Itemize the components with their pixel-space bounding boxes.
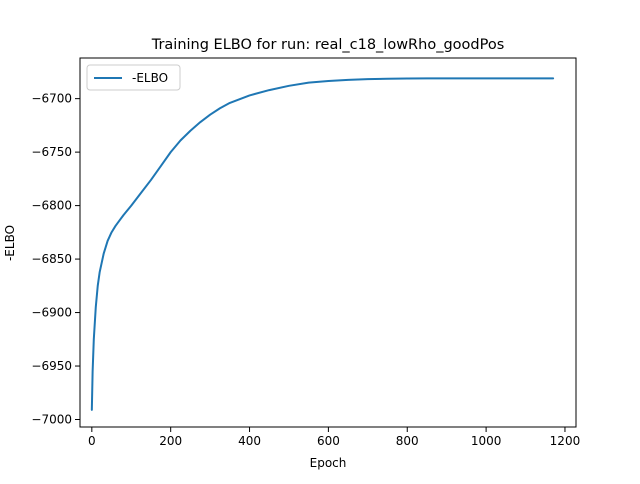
x-tick-label: 600 — [317, 434, 340, 448]
x-tick-label: 1200 — [550, 434, 581, 448]
plot-frame — [79, 57, 577, 428]
y-tick-label: −6850 — [31, 252, 72, 266]
series-line-0 — [90, 77, 555, 411]
y-tick-label: −6700 — [31, 92, 72, 106]
y-tick-label: −6750 — [31, 145, 72, 159]
x-tick-label: 800 — [396, 434, 419, 448]
y-tick-label: −6800 — [31, 199, 72, 213]
legend-label: -ELBO — [132, 71, 168, 85]
x-tick-label: 0 — [88, 434, 96, 448]
legend-box — [86, 64, 181, 91]
x-tick-label: 1000 — [471, 434, 502, 448]
plot-layer: 0 200 400 600 800 1000 1200 −7000 −6950 −6900 −685… — [31, 57, 581, 448]
y-tick-label: −7000 — [31, 413, 72, 427]
y-tick-label: −6950 — [31, 359, 72, 373]
x-axis-title: Epoch — [310, 456, 347, 470]
y-axis-title: -ELBO — [3, 225, 17, 261]
x-tick-label: 400 — [238, 434, 261, 448]
x-tick-label: 200 — [159, 434, 182, 448]
y-tick-label: −6900 — [31, 306, 72, 320]
chart-title: Training ELBO for run: real_c18_lowRho_g… — [151, 37, 505, 53]
